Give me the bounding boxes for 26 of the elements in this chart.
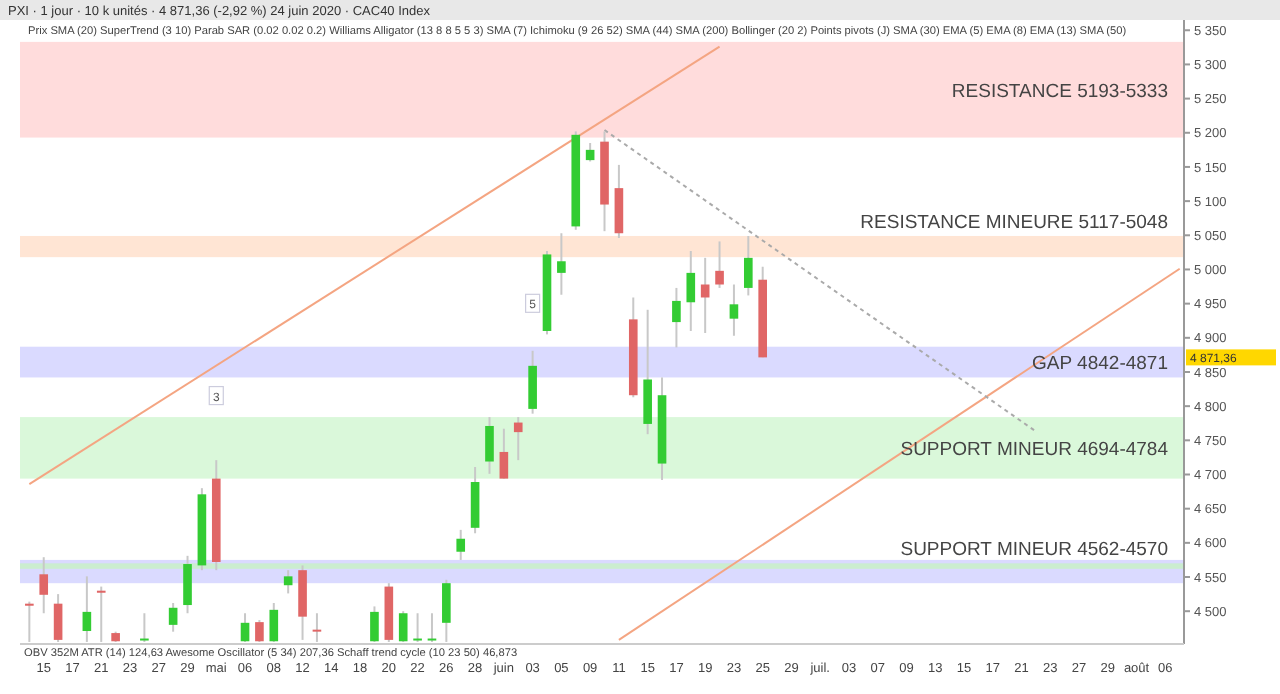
candlestick: [643, 308, 652, 436]
band-label: GAP 4842-4871: [1032, 353, 1168, 376]
candlestick: [686, 250, 696, 332]
candlestick: [700, 256, 710, 335]
candlestick: [513, 416, 523, 462]
candlestick: [283, 569, 293, 595]
candlestick: [557, 232, 566, 296]
band-label: SUPPORT MINEUR 4562-4570: [900, 539, 1168, 562]
candlestick: [585, 142, 595, 163]
candlestick: [470, 465, 480, 535]
candlestick: [715, 240, 724, 289]
candlestick: [39, 556, 49, 615]
candlestick: [614, 163, 624, 240]
candlestick: [672, 286, 681, 349]
band-label: RESISTANCE 5193-5333: [951, 80, 1168, 103]
candlestick: [456, 528, 466, 561]
band-label: SUPPORT MINEUR 4694-4784: [900, 438, 1168, 461]
candlestick: [168, 601, 178, 633]
candlestick: [729, 283, 739, 337]
band-label: RESISTANCE MINEURE 5117-5048: [860, 211, 1168, 234]
candlestick: [528, 349, 537, 415]
candlestick: [111, 633, 120, 642]
candlestick: [485, 416, 494, 475]
candlestick: [744, 234, 753, 297]
candlestick: [183, 554, 192, 615]
candlestick: [499, 427, 509, 480]
